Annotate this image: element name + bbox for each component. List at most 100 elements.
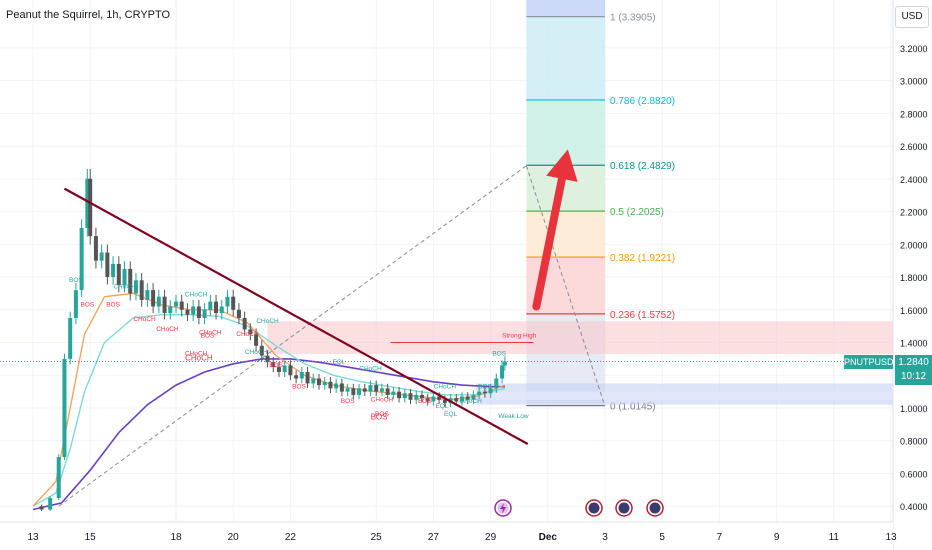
candle-body-71 xyxy=(442,399,447,404)
structure-label-10: CHoCH xyxy=(236,331,259,338)
y-tick-label-1: 3.0000 xyxy=(900,77,928,87)
y-tick-label-0: 3.2000 xyxy=(900,44,928,54)
x-tick-label-13: 11 xyxy=(829,532,840,543)
structure-label-17: BOS xyxy=(341,398,355,405)
candle-body-31 xyxy=(214,301,219,314)
candle-body-5 xyxy=(68,317,73,359)
structure-label-28: Weak Low xyxy=(498,413,529,420)
candle-body-25 xyxy=(179,301,184,310)
x-tick-label-7: 29 xyxy=(485,532,497,543)
candle-body-23 xyxy=(168,306,173,314)
structure-label-6: CHoCH xyxy=(185,292,208,299)
candle-body-67 xyxy=(419,394,424,399)
price-axis-background xyxy=(893,0,932,550)
candle-body-17 xyxy=(133,280,138,294)
candle-body-73 xyxy=(454,398,459,402)
candle-body-64 xyxy=(402,393,407,399)
candle-body-60 xyxy=(379,388,384,392)
candle-body-65 xyxy=(408,393,413,400)
structure-label-3: CHoCH xyxy=(113,283,136,290)
candle-body-4 xyxy=(62,358,67,458)
structure-label-4: CHoCH xyxy=(133,316,156,323)
candle-body-36 xyxy=(242,317,247,330)
fib-zone-0.382 xyxy=(526,211,605,258)
candle-body-8 xyxy=(85,178,90,228)
candle-body-45 xyxy=(294,375,299,379)
candle-body-40 xyxy=(265,355,270,363)
last-price-value: 1.2840 xyxy=(898,357,929,368)
candle-body-20 xyxy=(151,290,156,307)
candle-body-28 xyxy=(196,306,201,318)
diagonal-dashed-line-1 xyxy=(525,165,606,407)
candle-body-34 xyxy=(231,296,236,310)
candle-body-53 xyxy=(339,383,344,392)
y-tick-label-5: 2.2000 xyxy=(900,208,928,218)
candle-body-57 xyxy=(362,388,367,392)
structure-label-21: CHoCH xyxy=(434,383,457,390)
x-tick-label-11: 7 xyxy=(717,532,723,543)
candle-body-6 xyxy=(73,290,78,318)
y-tick-label-6: 2.0000 xyxy=(900,240,928,250)
candle-body-47 xyxy=(305,371,310,384)
candle-body-7 xyxy=(79,227,84,291)
x-tick-label-8: Dec xyxy=(539,532,558,543)
fib-level-label-0.786: 0.786 (2.8820) xyxy=(610,96,675,107)
descending-trendline xyxy=(63,187,529,445)
structure-label-11: CHoCH xyxy=(256,318,279,325)
fib-level-label-0.382: 0.382 (1.9221) xyxy=(610,253,675,264)
structure-label-large-0: CHoCH xyxy=(185,354,213,363)
candle-body-27 xyxy=(191,306,196,315)
fib-level-label-0: 0 (1.0145) xyxy=(610,402,656,413)
candle-body-62 xyxy=(391,391,396,395)
candle-body-82 xyxy=(502,361,507,366)
structure-label-5: CHoCH xyxy=(156,326,179,333)
candle-body-54 xyxy=(345,388,350,392)
y-tick-label-8: 1.6000 xyxy=(900,306,928,316)
candle-body-1 xyxy=(39,506,44,510)
structure-label-large-1: BOS xyxy=(371,412,388,421)
lightning-icon xyxy=(500,503,506,514)
fib-zone-top xyxy=(526,0,605,17)
y-tick-label-13: 0.6000 xyxy=(900,469,928,479)
structure-label-13: BOS xyxy=(269,362,283,369)
candle-body-44 xyxy=(288,365,293,376)
candle-body-59 xyxy=(374,385,379,392)
structure-label-7: BOS xyxy=(201,333,215,340)
candle-body-26 xyxy=(185,309,190,315)
y-tick-label-3: 2.6000 xyxy=(900,142,928,152)
x-tick-label-12: 9 xyxy=(774,532,780,543)
candle-body-63 xyxy=(397,391,402,399)
ema-mid-line xyxy=(32,314,506,507)
candle-body-46 xyxy=(299,371,304,379)
candle-body-66 xyxy=(414,394,419,400)
candle-body-61 xyxy=(385,388,390,395)
candle-body-52 xyxy=(334,383,339,389)
candle-body-56 xyxy=(357,388,362,395)
structure-label-8: CHoCH xyxy=(185,351,208,358)
candle-body-58 xyxy=(368,385,373,392)
currency-button[interactable]: USD xyxy=(895,6,929,28)
y-tick-label-4: 2.4000 xyxy=(900,175,928,185)
x-tick-label-1: 15 xyxy=(85,532,97,543)
x-tick-label-2: 18 xyxy=(170,532,182,543)
candle-body-3 xyxy=(56,457,61,499)
candle-body-35 xyxy=(236,309,241,318)
us-economic-event-icon-3-core xyxy=(649,502,661,514)
ema-fast-line xyxy=(32,292,506,507)
candle-body-38 xyxy=(254,334,259,346)
structure-label-14: BOS xyxy=(292,383,306,390)
y-tick-label-9: 1.4000 xyxy=(900,339,928,349)
structure-label-22: EQL xyxy=(435,403,448,410)
candle-body-43 xyxy=(282,365,287,372)
candle-body-78 xyxy=(482,391,487,394)
us-economic-event-icon-1-core xyxy=(588,502,600,514)
candle-body-39 xyxy=(259,345,264,356)
candle-body-30 xyxy=(208,301,213,310)
target-arrow-shaft xyxy=(532,174,566,311)
candle-body-16 xyxy=(128,268,133,294)
chart-title: Peanut the Squirrel, 1h, CRYPTO xyxy=(6,9,171,21)
fib-level-label-0.618: 0.618 (2.4829) xyxy=(610,161,675,172)
structure-label-0: BOS xyxy=(69,277,83,284)
